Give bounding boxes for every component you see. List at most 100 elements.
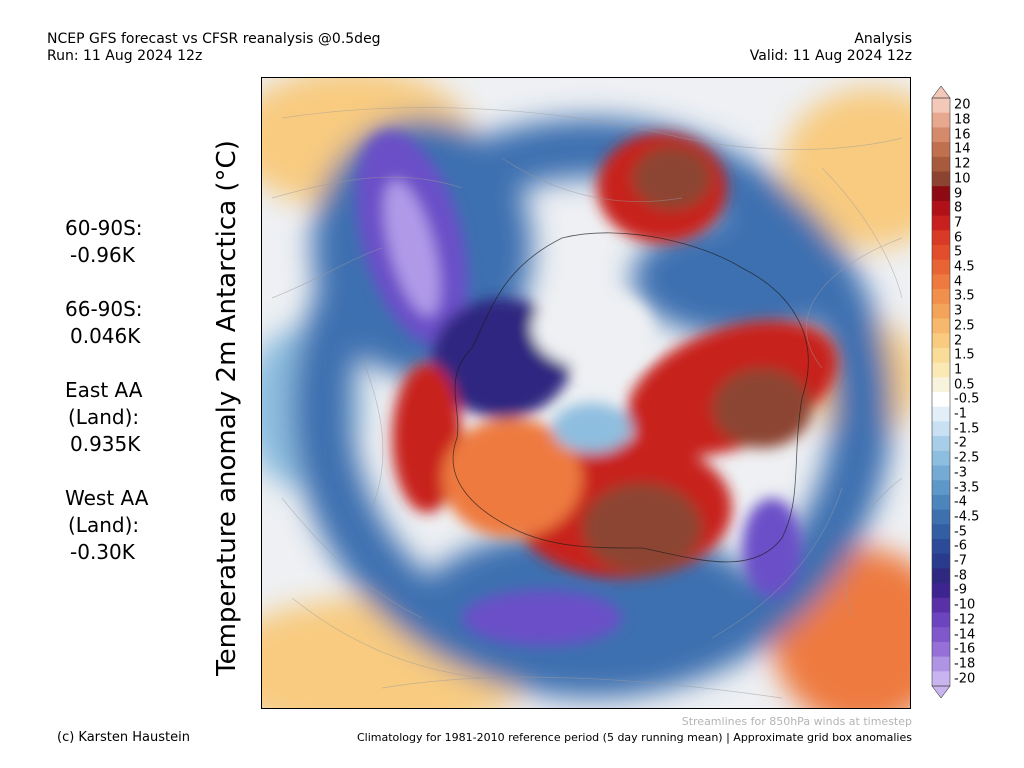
anomaly-warm-ross-core — [582, 483, 702, 573]
anomaly-cold-interior — [552, 403, 632, 453]
colorbar-swatch — [932, 627, 950, 643]
colorbar-swatch — [932, 465, 950, 481]
colorbar-tick-label: 8 — [954, 200, 963, 216]
colorbar-swatch — [932, 347, 950, 364]
colorbar-frame — [931, 97, 951, 687]
colorbar-swatch — [932, 597, 950, 613]
stat-label: 60-90S: — [65, 216, 143, 240]
colorbar-tick-label: 2 — [954, 333, 963, 349]
colorbar-swatch — [932, 656, 950, 672]
colorbar-swatch — [932, 450, 950, 466]
colorbar-min-arrow — [931, 685, 951, 698]
map-title: NCEP GFS forecast vs CFSR reanalysis @0.… — [47, 31, 381, 47]
colorbar-tick-label: 4.5 — [954, 259, 975, 275]
colorbar-tick-label: -1 — [954, 406, 967, 422]
run-time: Run: 11 Aug 2024 12z — [47, 48, 203, 64]
product-type: Analysis — [854, 31, 912, 47]
stat-label: East AA — [65, 378, 143, 402]
colorbar-swatch — [932, 539, 950, 555]
streamline — [501, 157, 683, 202]
stat-value: 0.935K — [70, 432, 141, 456]
colorbar-tick-label: 3.5 — [954, 288, 975, 304]
colorbar-tick-label: -3 — [954, 465, 967, 481]
colorbar-tick-label: 4 — [954, 274, 963, 290]
stat-east-aa-land: East AA (Land): 0.935K — [65, 377, 148, 458]
colorbar-swatch — [932, 583, 950, 599]
colorbar-tick-label: -8 — [954, 568, 967, 584]
colorbar-swatch — [932, 171, 950, 187]
colorbar-swatch — [932, 509, 950, 525]
colorbar-tick-label: 14 — [954, 141, 971, 157]
valid-time: Valid: 11 Aug 2024 12z — [749, 48, 912, 64]
stat-west-aa-land: West AA (Land): -0.30K — [65, 485, 148, 566]
colorbar-swatch — [932, 127, 950, 143]
colorbar-labels: 20 18 16 14 12 10 9 8 7 6 5 4.5 4 3.5 3 2.5 2 1.5 1 0.5 -0.5… — [954, 86, 1014, 696]
colorbar-swatch — [932, 186, 950, 202]
colorbar-tick-label: -5 — [954, 524, 967, 540]
colorbar-max-arrow — [931, 86, 951, 99]
climatology-note: Climatology for 1981-2010 reference peri… — [356, 731, 912, 744]
stat-value: 0.046K — [70, 324, 141, 348]
colorbar-swatch — [932, 421, 950, 437]
colorbar-swatch — [932, 318, 950, 334]
y-axis-label: Temperature anomaly 2m Antarctica (°C) — [212, 140, 242, 676]
streamline — [821, 167, 903, 299]
colorbar-swatch — [932, 333, 950, 349]
colorbar-swatch — [932, 259, 950, 275]
streamline — [281, 107, 903, 150]
anomaly-cold-purple-s — [462, 590, 622, 646]
colorbar-swatch — [932, 480, 950, 496]
colorbar-swatch — [932, 671, 950, 687]
colorbar-swatch — [932, 112, 950, 128]
colorbar-swatches — [932, 98, 950, 687]
stat-label: 66-90S: — [65, 297, 143, 321]
colorbar-swatch — [932, 612, 950, 628]
colorbar-tick-label: -2.5 — [954, 450, 980, 466]
colorbar-tick-label: -4 — [954, 494, 967, 510]
colorbar-tick-label: -12 — [954, 612, 976, 628]
colorbar-tick-label: 7 — [954, 215, 963, 231]
colorbar-tick-label: 2.5 — [954, 318, 975, 334]
region-stats: 60-90S: -0.96K 66-90S: 0.046K East AA (L… — [65, 215, 148, 593]
colorbar-swatch — [932, 230, 950, 246]
credit: (c) Karsten Haustein — [57, 730, 190, 745]
colorbar-swatch — [932, 553, 950, 569]
colorbar-tick-label: 0.5 — [954, 377, 975, 393]
stat-value: -0.30K — [70, 540, 135, 564]
colorbar-swatch — [932, 568, 950, 584]
colorbar-tick-label: -1.5 — [954, 421, 980, 437]
colorbar-tick-label: 1.5 — [954, 347, 975, 363]
colorbar-tick-label: 10 — [954, 171, 971, 187]
stat-label-2: (Land): — [68, 513, 140, 537]
colorbar-swatch — [932, 377, 950, 393]
anomaly-cold-north — [632, 218, 852, 338]
colorbar-tick-label: 3 — [954, 303, 963, 319]
stat-value: -0.96K — [70, 243, 135, 267]
streamline — [291, 597, 483, 679]
colorbar — [931, 86, 951, 698]
stat-label-2: (Land): — [68, 405, 140, 429]
colorbar-tick-label: -9 — [954, 582, 967, 598]
colorbar-tick-label: -20 — [954, 671, 976, 687]
colorbar-swatch — [932, 142, 950, 158]
anomaly-cold-lavender — [384, 180, 440, 316]
anomaly-warm-north-core — [632, 146, 712, 210]
colorbar-tick-label: 6 — [954, 230, 963, 246]
colorbar-tick-label: 18 — [954, 112, 971, 128]
colorbar-tick-label: -0.5 — [954, 391, 980, 407]
colorbar-tick-label: -3.5 — [954, 480, 980, 496]
anomaly-warm-west-aa — [442, 418, 582, 538]
colorbar-tick-label: 20 — [954, 97, 971, 113]
streamline — [711, 487, 843, 639]
colorbar-swatch — [932, 245, 950, 261]
streamline — [845, 477, 903, 619]
streamlines-note: Streamlines for 850hPa winds at timestep — [681, 715, 912, 728]
anomaly-field — [262, 78, 910, 708]
colorbar-tick-label: -10 — [954, 597, 976, 613]
antarctica-coastline — [452, 232, 809, 563]
colorbar-tick-label: 9 — [954, 186, 963, 202]
colorbar-tick-label: -4.5 — [954, 509, 980, 525]
header-right: Analysis Valid: 11 Aug 2024 12z — [750, 31, 912, 65]
anomaly-warm-ne — [782, 88, 910, 248]
anomaly-neutral-interior — [532, 288, 652, 368]
